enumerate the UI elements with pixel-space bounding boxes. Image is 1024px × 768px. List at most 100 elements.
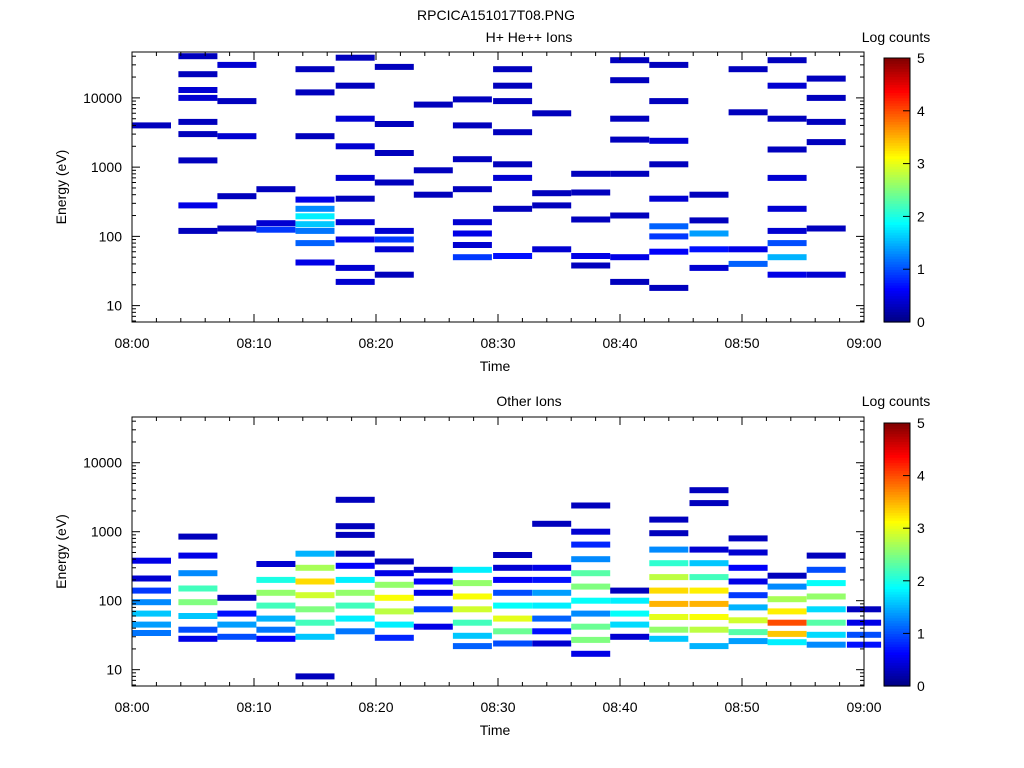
colorbar-swatch [884,662,910,666]
heatmap-cell [571,528,611,535]
heatmap-cell [178,599,218,606]
colorbar-swatch [884,444,910,448]
colorbar-swatch [884,89,910,93]
colorbar-swatch [884,308,910,313]
colorbar-swatch [884,670,910,674]
heatmap-cell [610,633,650,640]
colorbar-swatch [884,664,910,669]
heatmap-cell [178,533,218,540]
colorbar-swatch [884,100,910,104]
heatmap-cell [532,202,572,209]
colorbar-swatch [884,557,910,561]
colorbar-swatch [884,145,910,149]
heatmap-cell [295,550,335,557]
heatmap-cell [532,589,572,596]
heatmap-cell [413,623,453,630]
heatmap-cell [132,621,171,628]
colorbar-swatch [884,430,910,435]
colorbar-swatch [884,263,910,268]
colorbar-swatch [884,197,910,202]
heatmap-cell [413,191,453,198]
heatmap-cell [728,604,768,611]
heatmap-cell [256,186,296,193]
heatmap-cell [132,122,171,129]
colorbar-swatch [884,211,910,215]
colorbar-swatch [884,176,910,181]
heatmap-cell [178,635,218,642]
heatmap-cell [806,552,846,559]
colorbar-swatch [884,150,910,154]
heatmap-cell [256,576,296,583]
heatmap-cell [335,143,375,150]
heatmap-cell [493,602,533,609]
colorbar-swatch [884,73,910,78]
colorbar-swatch [884,147,910,151]
heatmap-cell [767,639,807,646]
heatmap-cell [335,82,375,89]
colorbar-swatch [884,638,910,642]
heatmap-cell [689,246,729,253]
x-tick-label: 09:00 [846,699,881,715]
colorbar-swatch [884,680,910,684]
heatmap-cell [335,602,375,609]
heatmap-cell [452,156,492,163]
colorbar-swatch [884,486,910,490]
colorbar-swatch [884,116,910,120]
colorbar-swatch [884,501,910,506]
heatmap-cell [217,61,257,68]
heatmap-cell [610,115,650,122]
colorbar-swatch [884,423,910,427]
panel-h-he-ions: 08:00 08:10 08:20 08:30 08:40 08:50 09:0010100… [53,29,930,374]
heatmap-cell [374,271,414,278]
heatmap-cell [132,610,171,617]
heatmap-cell [649,614,689,620]
heatmap-cell [806,271,846,278]
colorbar-swatch [884,205,910,210]
heatmap-cell [178,53,218,60]
colorbar-swatch [884,451,910,456]
colorbar-swatch [884,620,910,624]
colorbar-swatch [884,285,910,289]
heatmap-cell [178,87,218,93]
heatmap-cell [374,179,414,186]
heatmap-cell [649,600,689,607]
heatmap-cell [452,632,492,639]
colorbar-swatch [884,480,910,485]
heatmap-cell [493,552,533,558]
x-tick-label: 08:50 [724,699,759,715]
colorbar-swatch [884,462,910,466]
colorbar-swatch [884,672,910,677]
x-tick-label: 08:40 [602,699,637,715]
colorbar-swatch [884,515,910,519]
colorbar-swatch [884,131,910,136]
heatmap-cell [295,205,335,212]
heatmap-cell [452,96,492,103]
colorbar-swatch [884,163,910,167]
heatmap-cell [335,589,375,596]
heatmap-cell [728,564,768,571]
colorbar-swatch [884,465,910,469]
colorbar-swatch [884,543,910,548]
y-tick-label: 1000 [91,524,122,540]
heatmap-cell [217,633,257,640]
colorbar-swatch [884,271,910,276]
panel-title: H+ He++ Ions [486,29,573,45]
heatmap-cell [728,109,768,116]
heatmap-cell [767,608,807,615]
heatmap-cell [335,236,375,243]
heatmap-cell [374,570,414,577]
heatmap-cell [374,246,414,253]
colorbar-swatch [884,512,910,516]
colorbar-tick-label: 0 [917,678,925,694]
heatmap-cell [689,626,729,633]
colorbar-swatch [884,282,910,286]
colorbar-swatch [884,596,910,600]
colorbar-swatch [884,240,910,244]
colorbar-swatch [884,203,910,207]
colorbar-swatch [884,126,910,130]
heatmap-cell [217,98,257,105]
heatmap-cell [295,213,335,220]
heatmap-cell [335,174,375,181]
colorbar-swatch [884,649,910,653]
heatmap-cell [728,592,768,599]
